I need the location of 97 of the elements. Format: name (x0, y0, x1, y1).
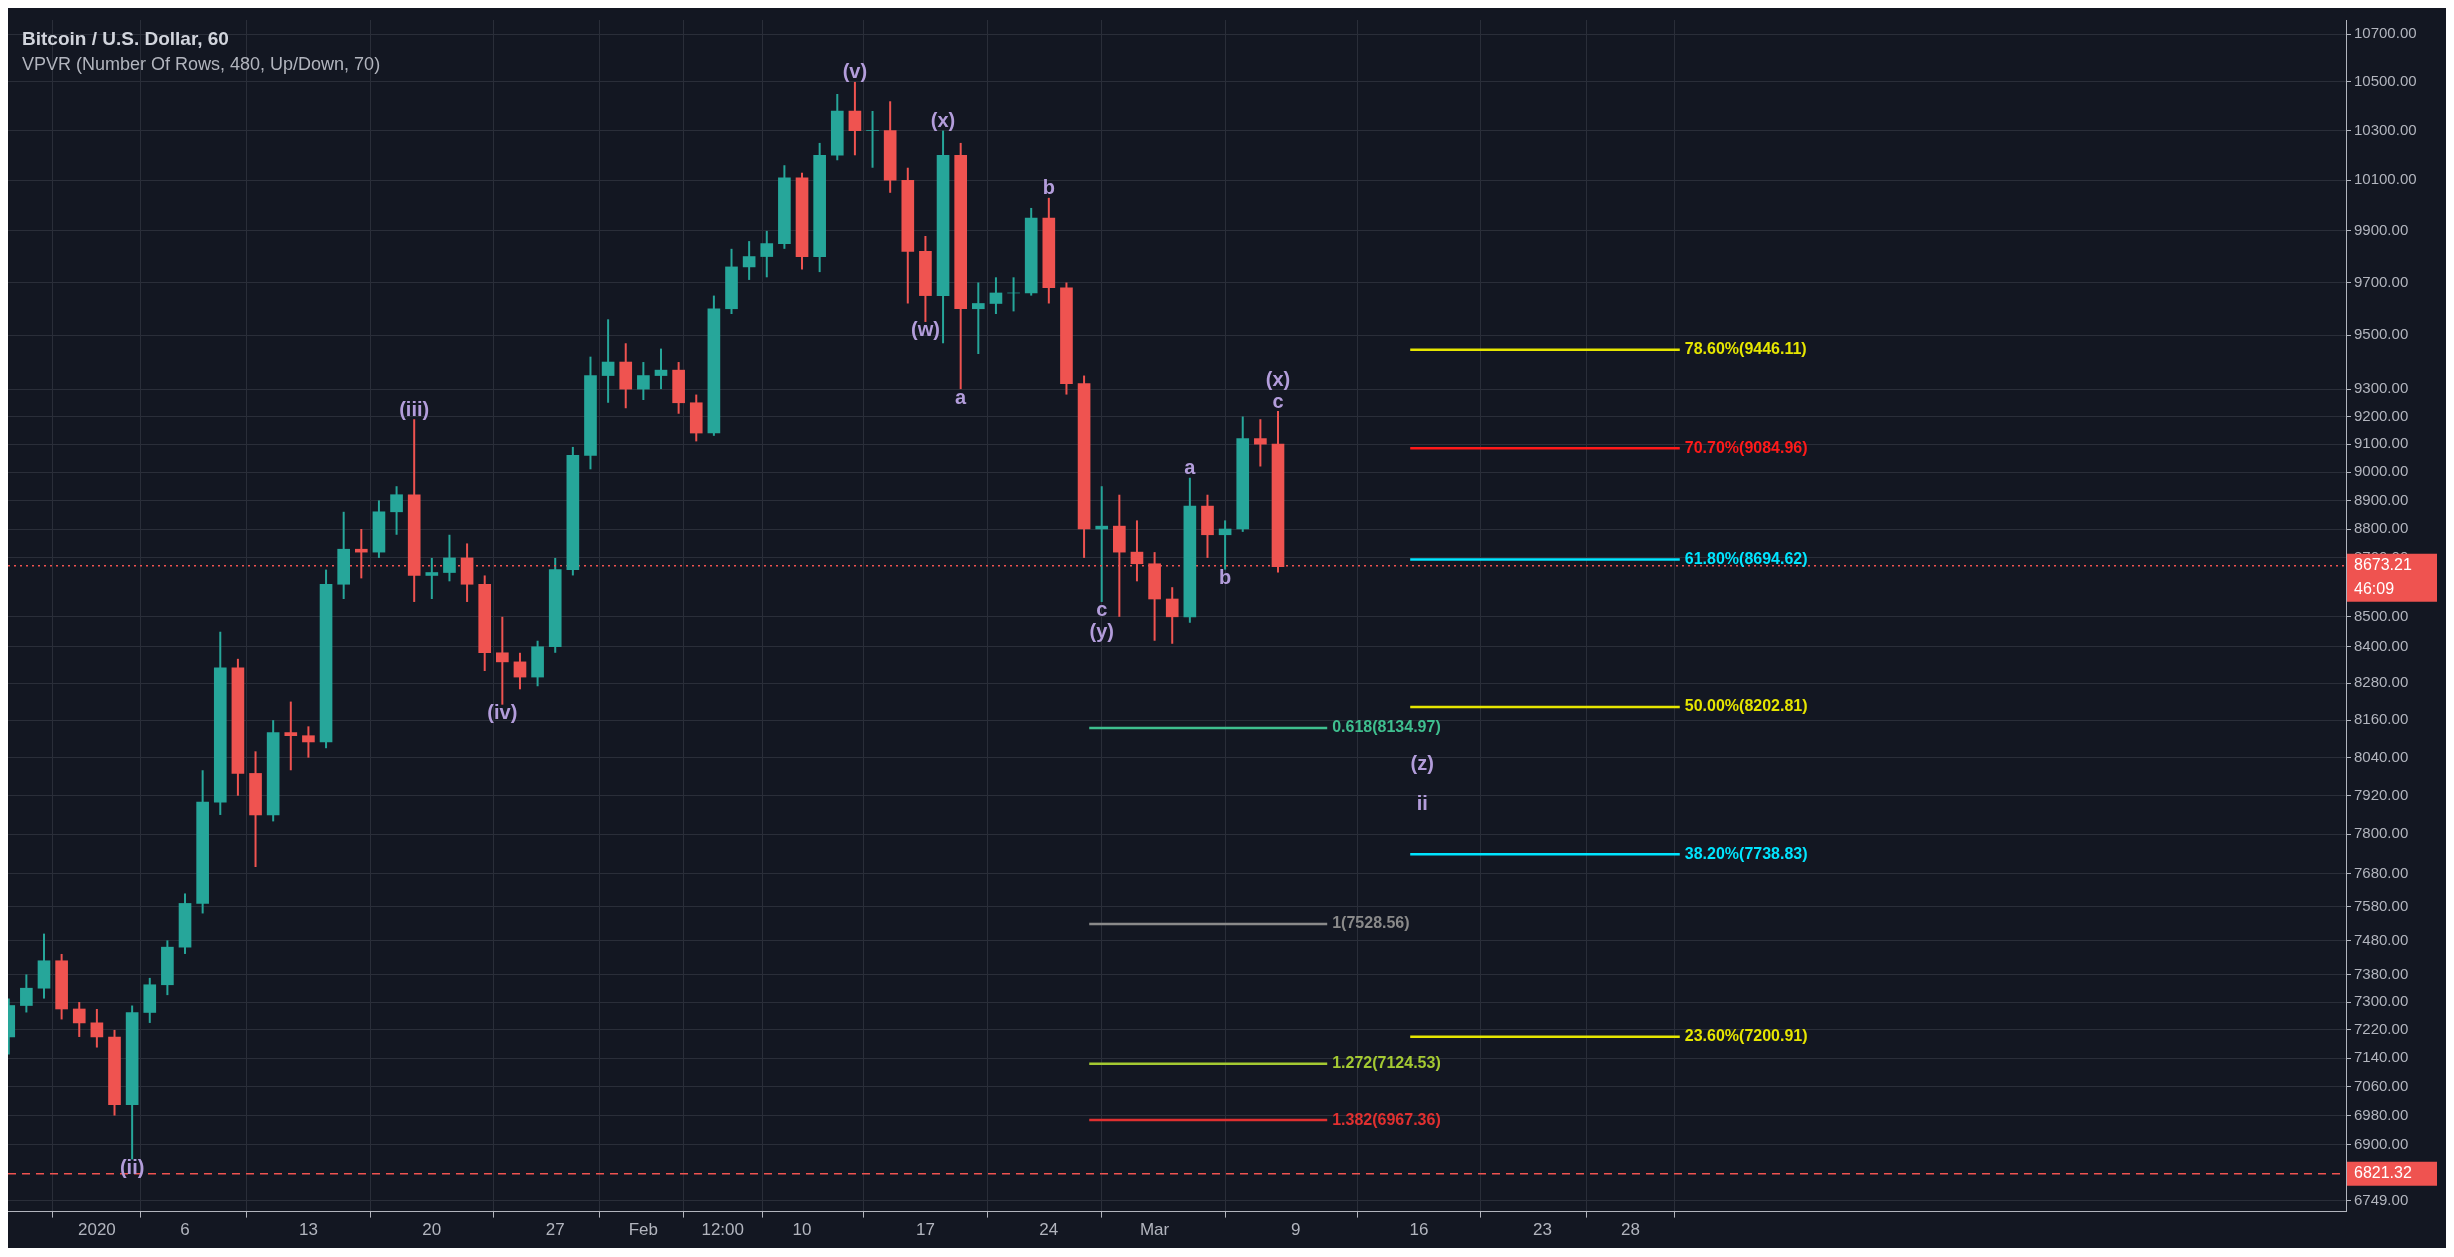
y-tick-label: 10300.00 (2354, 120, 2417, 138)
y-tick-label: 8040.00 (2354, 747, 2409, 765)
annotation: c (1096, 598, 1108, 621)
candlestick (20, 973, 33, 1014)
annotation: (iii) (399, 397, 430, 420)
annotation: (y) (1089, 620, 1114, 643)
annotation: a (1184, 456, 1197, 479)
x-tick-label: 6 (180, 1220, 190, 1240)
y-tick-label: 10100.00 (2354, 170, 2417, 188)
candlestick (390, 485, 403, 536)
y-tick-label: 7920.00 (2354, 785, 2409, 803)
series-label: 78.60%(9446.11) (1684, 340, 1807, 358)
y-tick-label: 10700.00 (2354, 24, 2417, 42)
annotation: (z) (1410, 752, 1434, 775)
y-tick-label: 9700.00 (2354, 272, 2409, 290)
candlestick (302, 725, 315, 759)
y-tick-label: 7680.00 (2354, 863, 2409, 881)
series-label: 1(7528.56) (1332, 914, 1410, 932)
series-label: 50.00%(8202.81) (1684, 697, 1808, 715)
series-label: 0.618(8134.97) (1332, 718, 1441, 736)
x-tick-label: 2020 (77, 1220, 116, 1240)
y-tick-label: 7480.00 (2354, 930, 2409, 948)
annotation: ii (1416, 792, 1428, 815)
y-tick-label: 6749.00 (2354, 1190, 2409, 1208)
candlestick (513, 651, 527, 691)
annotation: (v) (842, 60, 868, 83)
annotation: (ii) (119, 1155, 145, 1178)
candlestick (742, 240, 756, 281)
annotation: (x) (930, 109, 956, 132)
y-tick-label: 9900.00 (2354, 221, 2409, 238)
annotation: c (1272, 389, 1284, 412)
x-tick-label: 17 (915, 1220, 935, 1240)
x-tick-label: 9 (1290, 1220, 1301, 1240)
y-tick-label: 9300.00 (2354, 379, 2409, 397)
x-tick-label: 10 (792, 1220, 812, 1240)
ref-line-label: 8673.21 46:09 (2354, 556, 2412, 598)
y-tick-label: 7060.00 (2354, 1076, 2409, 1094)
chart-title: Bitcoin / U.S. Dollar, 60 (22, 27, 229, 49)
y-tick-label: 8400.00 (2354, 636, 2409, 654)
annotation: a (955, 385, 968, 408)
candlestick (760, 229, 774, 279)
y-tick-label: 9200.00 (2354, 406, 2409, 424)
x-tick-label: 28 (1621, 1220, 1641, 1240)
candlestick (654, 347, 668, 391)
y-tick-label: 7300.00 (2354, 992, 2409, 1010)
candlestick (866, 110, 879, 169)
annotation: b (1042, 176, 1055, 199)
x-tick-label: 12:00 (701, 1220, 744, 1240)
x-tick-label: 13 (298, 1220, 318, 1240)
candlestick (284, 700, 298, 772)
y-tick-label: 6980.00 (2354, 1105, 2409, 1123)
series-label: 1.272(7124.53) (1332, 1054, 1441, 1072)
candlestick (989, 276, 1003, 316)
series-label: 23.60%(7200.91) (1684, 1027, 1808, 1045)
y-tick-label: 8160.00 (2354, 710, 2409, 728)
y-tick-label: 10500.00 (2354, 72, 2417, 90)
candlestick (425, 556, 439, 600)
candlestick (72, 1001, 86, 1038)
annotation: (iv) (487, 701, 518, 724)
x-tick-label: 23 (1532, 1220, 1552, 1240)
ref-line-label: 6821.32 (2354, 1164, 2412, 1182)
candlestick (443, 533, 456, 583)
y-tick-label: 8800.00 (2354, 519, 2409, 537)
series-label: 38.20%(7738.83) (1684, 844, 1808, 862)
x-tick-label: 27 (545, 1220, 565, 1240)
candlestick (1254, 418, 1267, 468)
x-tick-label: Mar (1139, 1220, 1170, 1240)
annotation: (w) (910, 318, 940, 341)
candlestick (848, 80, 862, 157)
y-tick-label: 7580.00 (2354, 896, 2409, 914)
series-label: 70.70%(9084.96) (1684, 438, 1808, 456)
series-label: 61.80%(8694.62) (1684, 549, 1808, 567)
y-tick-label: 7140.00 (2354, 1048, 2409, 1066)
candlestick (496, 615, 509, 706)
text: VPVR (Number Of Rows, 480, Up/Down, 70) (22, 53, 381, 74)
y-tick-label: 9500.00 (2354, 325, 2409, 343)
x-tick-label: 20 (422, 1220, 442, 1240)
x-tick-label: 16 (1409, 1220, 1429, 1240)
y-tick-label: 9000.00 (2354, 462, 2409, 480)
candlestick (601, 318, 615, 404)
y-tick-label: 7800.00 (2354, 824, 2409, 842)
y-tick-label: 9100.00 (2354, 434, 2409, 452)
y-tick-label: 8280.00 (2354, 673, 2409, 691)
y-tick-label: 7380.00 (2354, 964, 2409, 982)
y-tick-label: 8900.00 (2354, 490, 2409, 508)
series-label: 1.382(6967.36) (1332, 1110, 1441, 1128)
candlestick (90, 1007, 104, 1049)
candlestick (1165, 586, 1179, 645)
y-tick-label: 8500.00 (2354, 606, 2409, 624)
y-tick-label: 7220.00 (2354, 1020, 2409, 1038)
x-tick-label: Feb (628, 1220, 659, 1240)
y-tick-label: 6900.00 (2354, 1134, 2409, 1152)
candlestick (637, 361, 650, 402)
annotation: (x) (1265, 367, 1291, 390)
annotation: b (1219, 566, 1232, 589)
x-tick-label: 24 (1039, 1220, 1059, 1240)
candlestick (971, 281, 985, 355)
